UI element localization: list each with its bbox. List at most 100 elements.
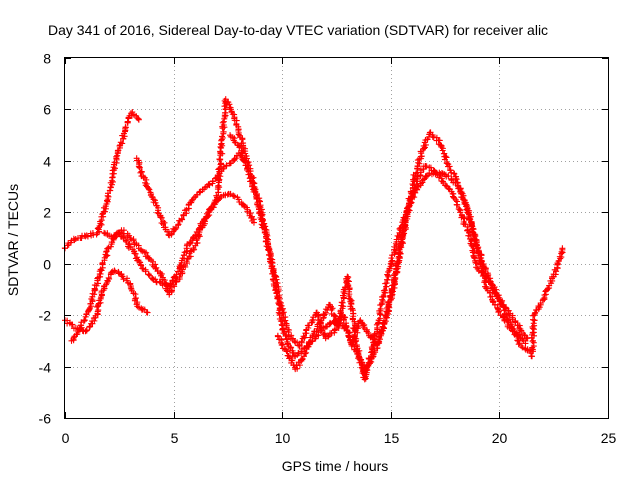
chart-title: Day 341 of 2016, Sidereal Day-to-day VTE… xyxy=(48,22,548,38)
data-point xyxy=(377,305,384,312)
data-point xyxy=(313,328,320,335)
data-point xyxy=(363,328,370,335)
data-point xyxy=(119,273,126,280)
data-point xyxy=(261,225,268,232)
data-point xyxy=(301,334,308,341)
data-point xyxy=(239,149,246,156)
data-point xyxy=(77,325,84,331)
data-point xyxy=(153,264,160,271)
x-tick-label: 20 xyxy=(492,430,508,446)
series-track-5 xyxy=(101,96,531,375)
data-point xyxy=(456,206,463,213)
data-point xyxy=(407,188,414,195)
data-point xyxy=(106,187,113,194)
data-point xyxy=(223,162,230,169)
data-point xyxy=(352,327,359,334)
data-point xyxy=(280,309,287,316)
data-point xyxy=(467,213,474,220)
data-point xyxy=(118,272,125,279)
data-point xyxy=(146,186,153,193)
data-point xyxy=(383,312,390,319)
data-point xyxy=(487,277,494,284)
data-point xyxy=(486,289,493,296)
data-point xyxy=(345,278,352,285)
data-point xyxy=(339,299,346,306)
data-point xyxy=(420,176,427,183)
x-tick-label: 10 xyxy=(275,430,291,446)
y-tick-label: 4 xyxy=(43,154,51,170)
data-point xyxy=(298,338,305,345)
series-track-4 xyxy=(68,190,257,344)
data-point xyxy=(384,271,391,278)
data-point xyxy=(216,165,223,172)
data-point xyxy=(119,140,126,147)
data-point xyxy=(521,331,528,338)
data-point xyxy=(148,191,155,198)
data-point xyxy=(409,193,416,200)
data-point xyxy=(399,239,406,246)
data-point xyxy=(207,205,214,212)
data-point xyxy=(116,142,123,149)
data-point xyxy=(127,235,134,241)
data-point xyxy=(469,249,476,256)
data-point xyxy=(454,201,461,208)
data-point xyxy=(438,144,445,151)
data-point xyxy=(237,143,244,150)
x-tick-label: 15 xyxy=(384,430,400,446)
data-point xyxy=(286,354,293,361)
data-point xyxy=(413,170,420,177)
data-point xyxy=(65,240,72,247)
data-point xyxy=(82,328,89,335)
y-tick-label: 0 xyxy=(43,257,51,273)
data-point xyxy=(436,137,443,144)
data-point xyxy=(365,329,372,336)
data-point xyxy=(263,235,270,242)
data-point xyxy=(314,313,321,320)
data-point xyxy=(519,344,526,351)
data-point xyxy=(154,209,161,216)
data-point xyxy=(258,211,265,218)
series-track-3 xyxy=(62,267,151,335)
data-point xyxy=(215,182,222,189)
data-point xyxy=(145,271,152,278)
y-tick-label: -6 xyxy=(39,411,52,427)
data-point xyxy=(248,214,255,221)
data-point xyxy=(193,191,200,198)
data-point xyxy=(397,243,404,250)
data-point xyxy=(98,267,105,274)
data-point xyxy=(266,248,273,255)
series-track-6 xyxy=(227,129,529,349)
data-point xyxy=(296,362,303,369)
data-point xyxy=(472,240,479,247)
data-point xyxy=(136,258,143,265)
data-point xyxy=(173,278,180,285)
data-point xyxy=(127,284,134,291)
data-point xyxy=(124,118,131,125)
data-point xyxy=(243,162,250,169)
data-point xyxy=(187,239,194,246)
data-point xyxy=(194,239,201,246)
data-point xyxy=(461,215,468,222)
data-point xyxy=(231,193,238,200)
data-point xyxy=(117,139,124,146)
data-point xyxy=(266,252,273,259)
data-point xyxy=(262,238,269,245)
data-point xyxy=(493,290,500,297)
data-point xyxy=(270,269,277,276)
data-point xyxy=(362,367,369,374)
y-tick-label: 2 xyxy=(43,205,51,221)
data-point xyxy=(352,338,359,345)
data-point xyxy=(300,333,307,340)
data-point xyxy=(427,164,434,171)
data-point xyxy=(144,309,151,316)
data-point xyxy=(83,327,90,334)
data-point xyxy=(172,226,179,233)
data-point xyxy=(273,276,280,283)
data-point xyxy=(239,136,246,143)
data-point xyxy=(241,157,248,164)
data-point xyxy=(278,302,285,309)
data-point xyxy=(179,266,186,273)
data-point xyxy=(142,268,149,275)
data-point xyxy=(102,208,109,215)
